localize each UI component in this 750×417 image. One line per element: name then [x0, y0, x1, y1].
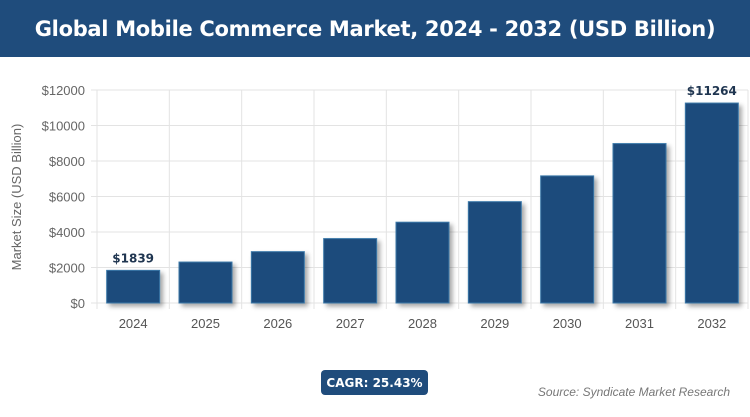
bar-2032 — [684, 102, 739, 304]
x-tick-label: 2028 — [408, 316, 437, 331]
y-tick-label: $4000 — [49, 225, 85, 240]
x-tick-label: 2031 — [625, 316, 654, 331]
bar-2027 — [323, 238, 378, 304]
bar-2024 — [106, 269, 161, 304]
bar-2026 — [250, 251, 305, 304]
y-tick-label: $12000 — [42, 83, 85, 98]
title-banner: Global Mobile Commerce Market, 2024 - 20… — [0, 0, 750, 57]
y-tick-label: $2000 — [49, 261, 85, 276]
x-tick-label: 2026 — [263, 316, 292, 331]
x-tick-label: 2027 — [336, 316, 365, 331]
bar-2031 — [612, 143, 667, 304]
x-tick-label: 2025 — [191, 316, 220, 331]
bar-2028 — [395, 221, 450, 304]
y-tick-label: $8000 — [49, 154, 85, 169]
bar-2030 — [540, 175, 595, 304]
y-tick-label: $0 — [71, 296, 85, 311]
y-tick-label: $10000 — [42, 119, 85, 134]
cagr-badge: CAGR: 25.43% — [321, 370, 428, 395]
bar-chart: $0 $2000 $4000 $6000 $8000 $10000 $12000 2024 $… — [9, 83, 749, 331]
x-tick-label: 2032 — [697, 316, 726, 331]
bar-2029 — [467, 201, 522, 304]
y-tick-label: $6000 — [49, 190, 85, 205]
x-tick-label: 2029 — [480, 316, 509, 331]
x-tick-label: 2024 — [119, 316, 148, 331]
x-tick-label: 2030 — [553, 316, 582, 331]
data-label: $1839 — [112, 251, 154, 265]
chart-title: Global Mobile Commerce Market, 2024 - 20… — [34, 16, 716, 41]
bar-2025 — [178, 261, 233, 304]
data-label: $11264 — [687, 84, 737, 98]
source-note: Source: Syndicate Market Research — [537, 385, 730, 399]
y-axis-label: Market Size (USD Billion) — [9, 124, 24, 271]
